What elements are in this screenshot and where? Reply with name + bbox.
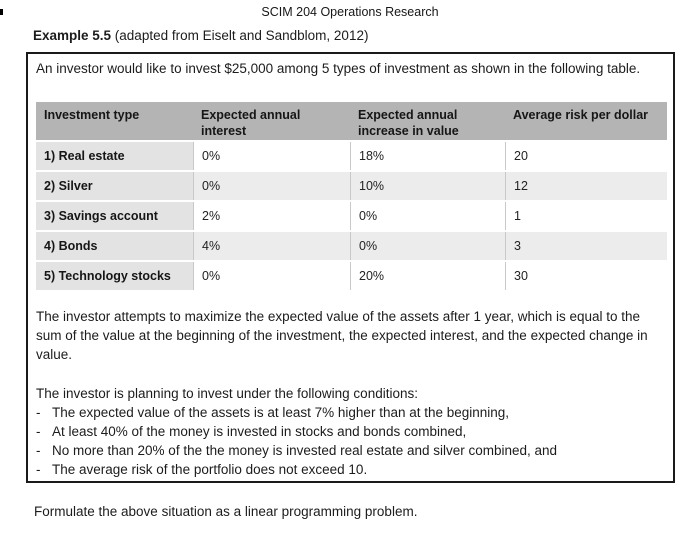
condition-item: At least 40% of the money is invested in…	[36, 422, 662, 441]
table-row-real-estate: 1) Real estate 0% 18% 20	[36, 142, 667, 170]
col-header-expected-increase: Expected annual increase in value	[350, 102, 505, 140]
condition-item: The expected value of the assets is at l…	[36, 403, 662, 422]
conditions-block: The investor is planning to invest under…	[36, 384, 662, 479]
investment-table: Investment type Expected annual interest…	[36, 100, 667, 292]
table-row-bonds: 4) Bonds 4% 0% 3	[36, 232, 667, 260]
example-title: Example 5.5 (adapted from Eiselt and San…	[33, 28, 368, 43]
row-label: 1) Real estate	[36, 142, 193, 170]
cell-increase: 10%	[350, 172, 505, 200]
example-label: Example 5.5	[33, 28, 112, 43]
condition-text: The average risk of the portfolio does n…	[52, 462, 368, 477]
row-label: 2) Silver	[36, 172, 193, 200]
cell-risk: 30	[505, 262, 667, 290]
cell-increase: 20%	[350, 262, 505, 290]
condition-text: At least 40% of the money is invested in…	[52, 424, 467, 439]
col-header-average-risk: Average risk per dollar	[505, 102, 667, 140]
intro-paragraph: An investor would like to invest $25,000…	[36, 61, 641, 76]
objective-paragraph: The investor attempts to maximize the ex…	[36, 309, 648, 362]
course-header: SCIM 204 Operations Research	[261, 5, 439, 19]
cell-interest: 2%	[193, 202, 350, 230]
row-label: 5) Technology stocks	[36, 262, 193, 290]
condition-item: No more than 20% of the the money is inv…	[36, 441, 662, 460]
cell-interest: 0%	[193, 262, 350, 290]
problem-statement-box: An investor would like to invest $25,000…	[26, 52, 675, 483]
condition-text: The expected value of the assets is at l…	[52, 405, 510, 420]
example-source: (adapted from Eiselt and Sandblom, 2012)	[111, 28, 369, 43]
cell-interest: 0%	[193, 142, 350, 170]
condition-item: The average risk of the portfolio does n…	[36, 460, 662, 479]
cell-risk: 1	[505, 202, 667, 230]
cell-risk: 3	[505, 232, 667, 260]
cell-increase: 0%	[350, 232, 505, 260]
table-row-savings-account: 3) Savings account 2% 0% 1	[36, 202, 667, 230]
cell-risk: 20	[505, 142, 667, 170]
cell-interest: 0%	[193, 172, 350, 200]
row-label: 3) Savings account	[36, 202, 193, 230]
col-header-expected-interest: Expected annual interest	[193, 102, 350, 140]
cell-risk: 12	[505, 172, 667, 200]
row-label: 4) Bonds	[36, 232, 193, 260]
task-instruction: Formulate the above situation as a linea…	[34, 504, 418, 519]
table-row-technology-stocks: 5) Technology stocks 0% 20% 30	[36, 262, 667, 290]
col-header-investment-type: Investment type	[36, 102, 193, 140]
cell-increase: 0%	[350, 202, 505, 230]
condition-text: No more than 20% of the the money is inv…	[52, 443, 558, 458]
cell-increase: 18%	[350, 142, 505, 170]
table-row-silver: 2) Silver 0% 10% 12	[36, 172, 667, 200]
conditions-intro: The investor is planning to invest under…	[36, 386, 418, 401]
scan-artifact	[0, 9, 3, 15]
investment-table-wrapper: Investment type Expected annual interest…	[36, 100, 667, 292]
table-header-row: Investment type Expected annual interest…	[36, 102, 667, 140]
cell-interest: 4%	[193, 232, 350, 260]
